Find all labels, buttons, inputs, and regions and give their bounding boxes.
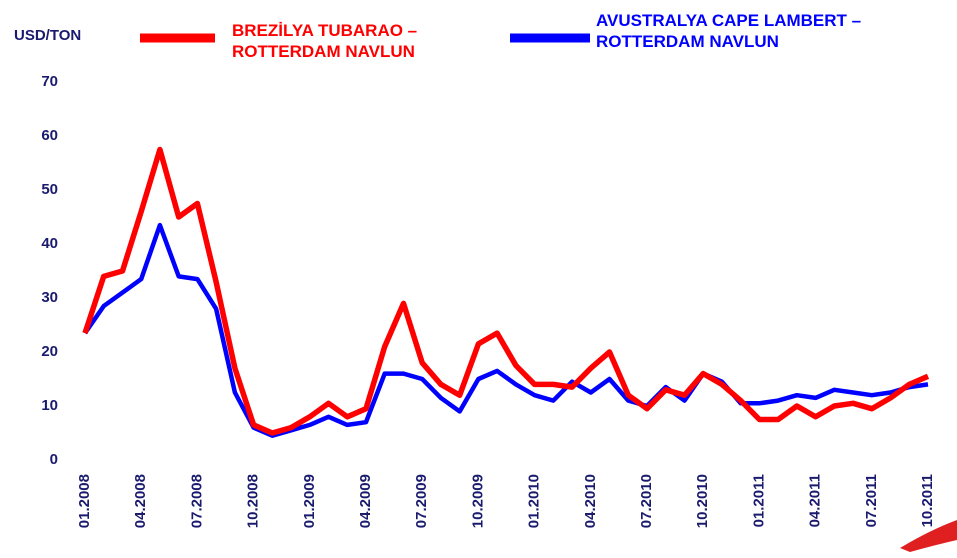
x-tick-label: 01.2008: [76, 474, 93, 528]
x-tick-label: 07.2010: [638, 474, 655, 528]
x-tick-label: 10.2010: [694, 474, 711, 528]
y-tick-label: 40: [41, 235, 58, 252]
x-tick-label: 07.2009: [413, 474, 430, 528]
x-tick-label: 04.2011: [807, 474, 824, 527]
y-tick-label: 20: [41, 343, 58, 360]
legend-label: AVUSTRALYA CAPE LAMBERT – ROTTERDAM NAVL…: [596, 11, 862, 51]
x-tick-label: 10.2009: [469, 474, 486, 528]
x-tick-label: 07.2011: [863, 474, 880, 527]
x-tick-label: 01.2009: [301, 474, 318, 528]
line-series: [82, 146, 930, 436]
y-axis-label: USD/TON: [14, 27, 81, 44]
x-tick-label: 04.2008: [132, 474, 149, 528]
legend-label: BREZİLYA TUBARAO – ROTTERDAM NAVLUN: [232, 21, 418, 61]
x-tick-label: 01.2010: [526, 474, 543, 528]
x-tick-label: 01.2011: [750, 474, 767, 527]
x-tick-label: 10.2008: [245, 474, 262, 528]
y-tick-label: 70: [41, 73, 58, 90]
line-series: [83, 222, 929, 438]
decoration: [900, 520, 957, 552]
y-tick-label: 30: [41, 289, 58, 306]
x-tick-label: 07.2008: [188, 474, 205, 528]
x-tick-label: 04.2009: [357, 474, 374, 528]
y-tick-label: 50: [41, 181, 58, 198]
y-tick-label: 10: [41, 397, 58, 414]
x-tick-label: 10.2011: [919, 474, 936, 527]
y-tick-label: 0: [50, 451, 58, 468]
x-tick-label: 04.2010: [582, 474, 599, 528]
y-tick-label: 60: [41, 127, 58, 144]
